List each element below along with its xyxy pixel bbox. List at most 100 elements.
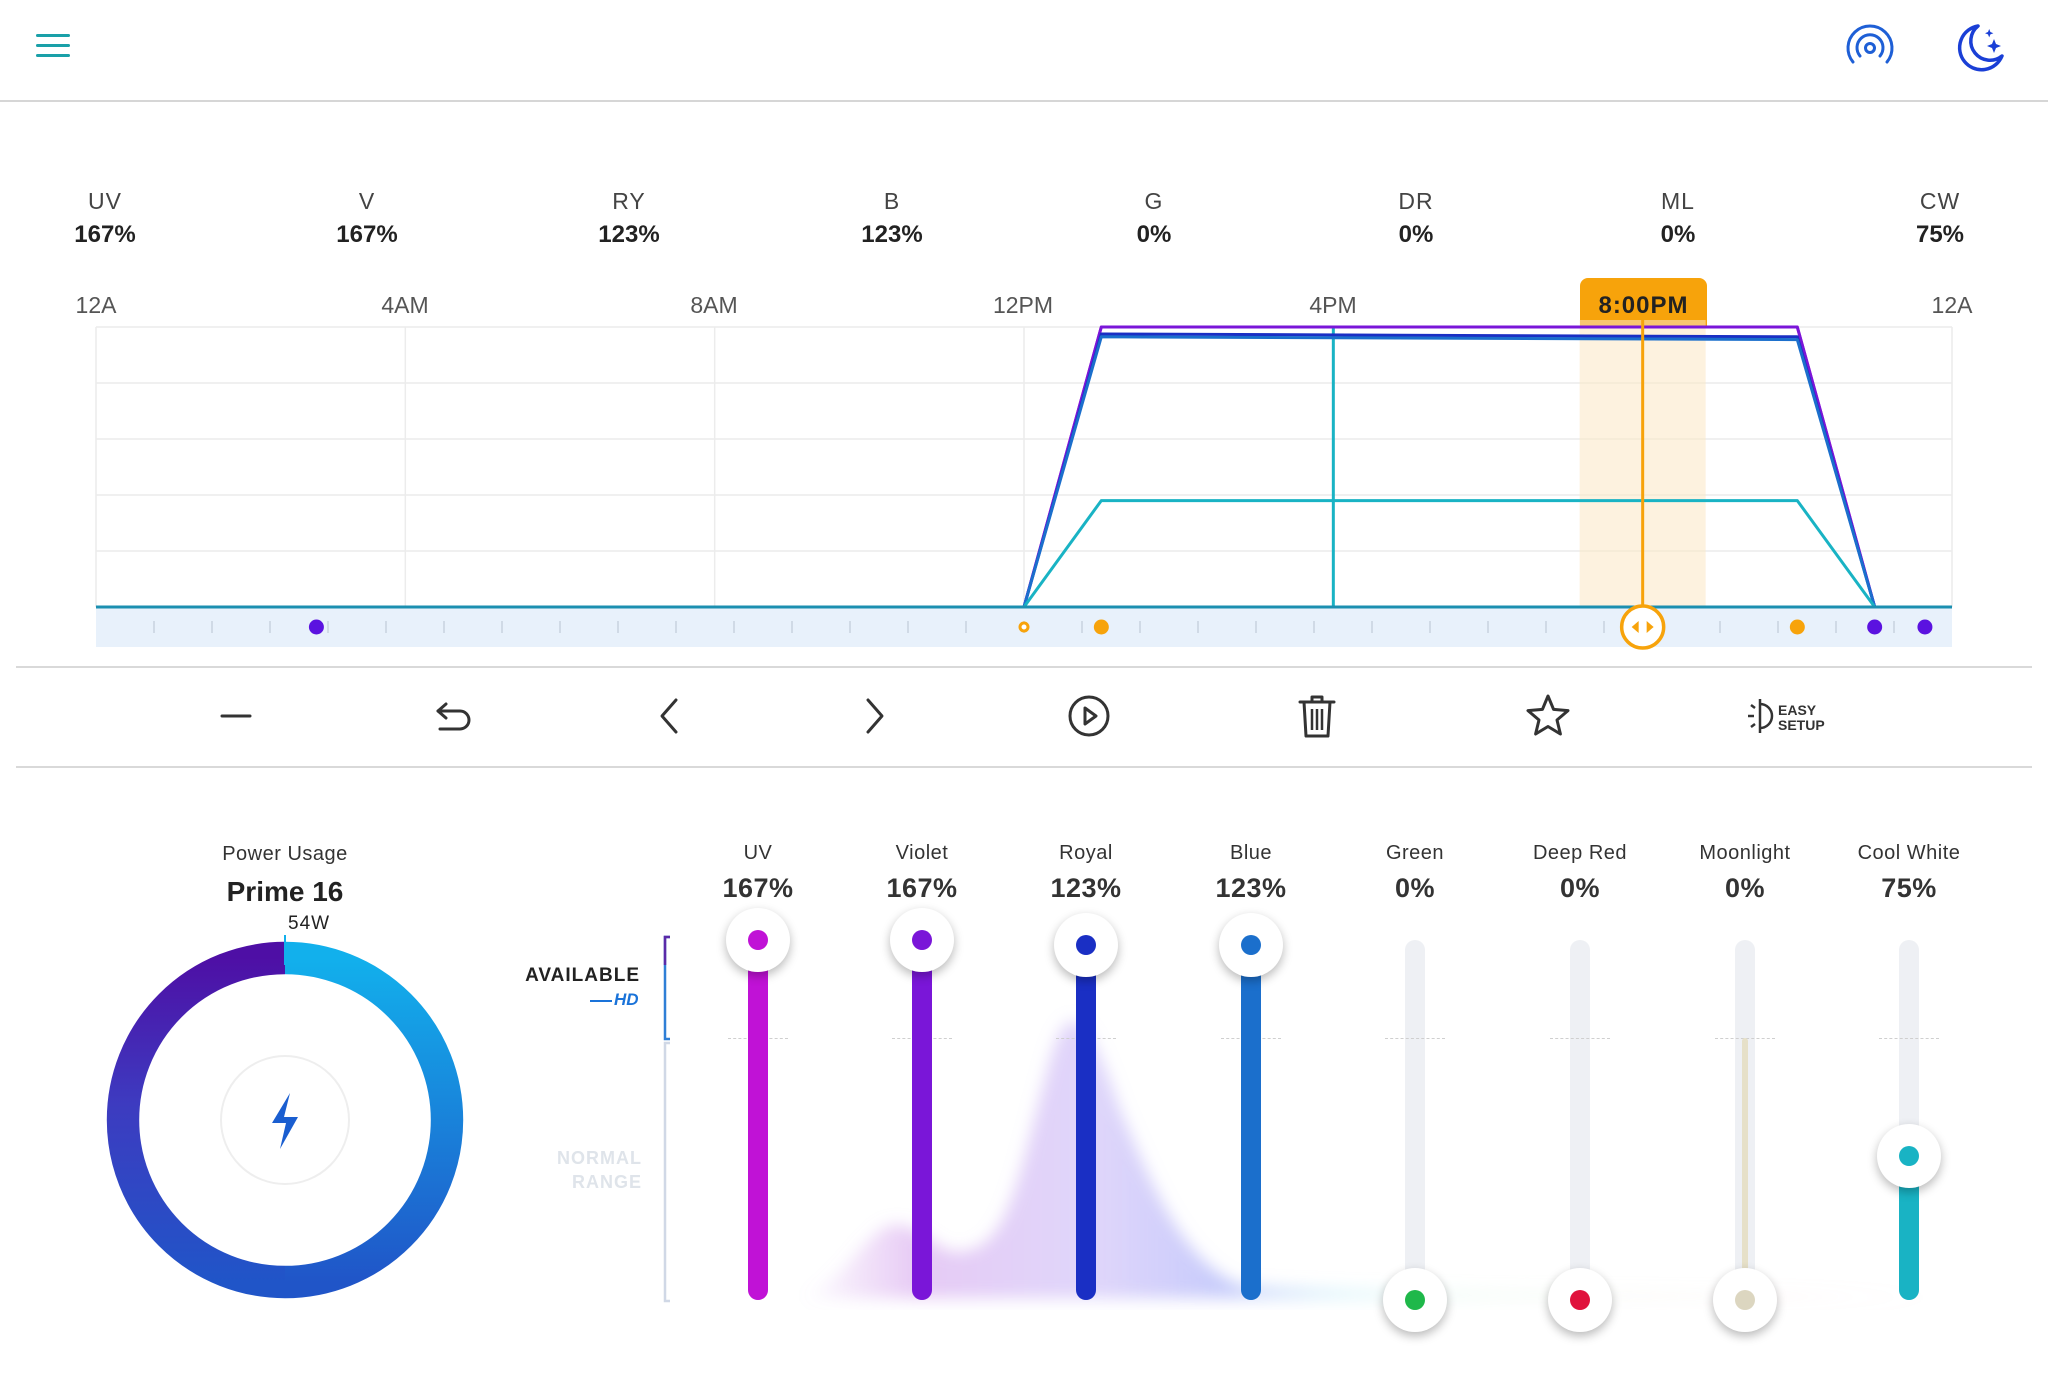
schedule-point-marker[interactable] [1917,619,1933,635]
hd-label: HD [614,990,639,1009]
channel-label: DR [1398,188,1434,214]
schedule-point-marker[interactable] [308,619,324,635]
channel-value: 167% [74,221,136,248]
star-icon [1526,694,1570,736]
slider-knob-dot [1241,934,1261,955]
easy-setup-icon: EASY SETUP [1748,699,1825,733]
slider-knob-dot [1899,1145,1919,1166]
slider-knob-royal[interactable] [1054,912,1118,977]
channel-value: 75% [1915,221,1965,248]
easy-setup-line1: EASY [1778,702,1817,718]
remove-button[interactable] [206,686,266,746]
channel-header-dr: DR 0% [1336,188,1496,249]
slider-value: 167% [722,873,794,903]
slider-knob-blue[interactable] [1219,912,1283,977]
slider-fill-moonlight [1742,1038,1748,1300]
wireless-signal-icon[interactable] [1840,18,1900,78]
channel-value: 0% [1660,221,1696,248]
time-label-12pm: 12PM [992,292,1054,318]
slider-header-moonlight: Moonlight 0% [1670,842,1820,904]
channel-header-v: V 167% [287,188,447,249]
slider-knob-green[interactable] [1383,1268,1447,1332]
power-donut [106,935,464,1299]
channel-header-g: G 0% [1074,188,1234,249]
moon-stars-icon[interactable] [1948,18,2008,78]
play-button[interactable] [1059,686,1119,746]
slider-knob-dot [748,930,768,950]
easy-setup-button[interactable]: EASY SETUP [1742,686,1842,746]
hd-badge: HD [590,990,639,1010]
slider-header-cool-white: Cool White 75% [1834,842,1984,904]
slider-knob-dot [1570,1290,1590,1310]
fixture-model: Prime 16 [226,876,344,907]
channel-label: RY [612,188,646,214]
channel-value: 167% [336,221,398,248]
next-button[interactable] [844,686,904,746]
slider-value: 0% [1394,873,1436,903]
schedule-point-marker[interactable] [1867,619,1883,635]
undo-button[interactable] [424,686,484,746]
slider-label: Violet [895,842,949,864]
easy-setup-line2: SETUP [1778,717,1825,733]
delete-button[interactable] [1287,686,1347,746]
available-label: AVAILABLE [525,965,640,986]
slider-track-deep-red[interactable] [1570,940,1590,1300]
slider-knob-deep-red[interactable] [1548,1268,1612,1332]
channel-header-ml: ML 0% [1598,188,1758,249]
time-label-12a: 12A [75,292,117,318]
slider-knob-dot [1076,934,1096,955]
channel-header-uv: UV 167% [25,188,185,249]
time-scrubber-handle[interactable] [1619,604,1666,650]
schedule-point-marker[interactable] [1093,619,1109,635]
power-watts: 54W [288,913,331,934]
favorite-button[interactable] [1518,686,1578,746]
slider-value: 0% [1724,873,1766,903]
spectrum-graph [800,1021,1960,1298]
schedule-chart[interactable] [0,320,2048,660]
channel-label: V [358,188,376,214]
slider-header-deep-red: Deep Red 0% [1505,842,1655,904]
play-icon [1068,695,1110,737]
hamburger-menu-icon[interactable] [36,32,74,62]
time-label-4pm: 4PM [1309,292,1357,318]
channel-label: UV [88,188,122,214]
slider-knob-cool-white[interactable] [1877,1123,1941,1188]
trash-icon [1298,695,1336,738]
slider-knob-dot [1405,1290,1425,1310]
slider-knob-violet[interactable] [890,908,954,972]
time-label-8am: 8AM [690,292,738,318]
slider-knob-moonlight[interactable] [1713,1268,1777,1332]
chevron-right-icon [866,698,884,734]
slider-fill-blue [1241,944,1261,1300]
top-bar [0,0,2048,102]
channel-header-ry: RY 123% [549,188,709,249]
slider-fill-royal [1076,944,1096,1300]
slider-knob-uv[interactable] [726,908,790,972]
channel-value: 0% [1136,221,1172,248]
undo-icon [436,702,471,731]
power-usage-label: Power Usage [222,843,348,865]
schedule-point-marker[interactable] [1789,619,1805,635]
slider-knob-dot [1735,1290,1755,1310]
chevron-left-icon [660,698,678,734]
slider-value: 0% [1559,873,1601,903]
slider-label: Royal [1059,842,1113,864]
schedule-point-marker[interactable] [1018,621,1030,633]
slider-header-royal: Royal 123% [1011,842,1161,904]
slider-fill-violet [912,940,932,1300]
slider-label: Blue [1229,842,1273,864]
slider-knob-dot [912,930,932,950]
normal-range-tick [1385,1038,1445,1039]
slider-label: Cool White [1857,842,1961,864]
previous-button[interactable] [640,686,700,746]
slider-header-green: Green 0% [1340,842,1490,904]
slider-track-green[interactable] [1405,940,1425,1300]
minus-icon [220,714,252,718]
slider-label: UV [743,842,773,864]
normal-range-tick [1879,1038,1939,1039]
lightning-bolt-icon [272,1093,298,1149]
channel-value: 123% [861,221,923,248]
slider-label: Moonlight [1699,842,1791,864]
channel-label: B [883,188,901,214]
slider-label: Deep Red [1532,842,1628,864]
